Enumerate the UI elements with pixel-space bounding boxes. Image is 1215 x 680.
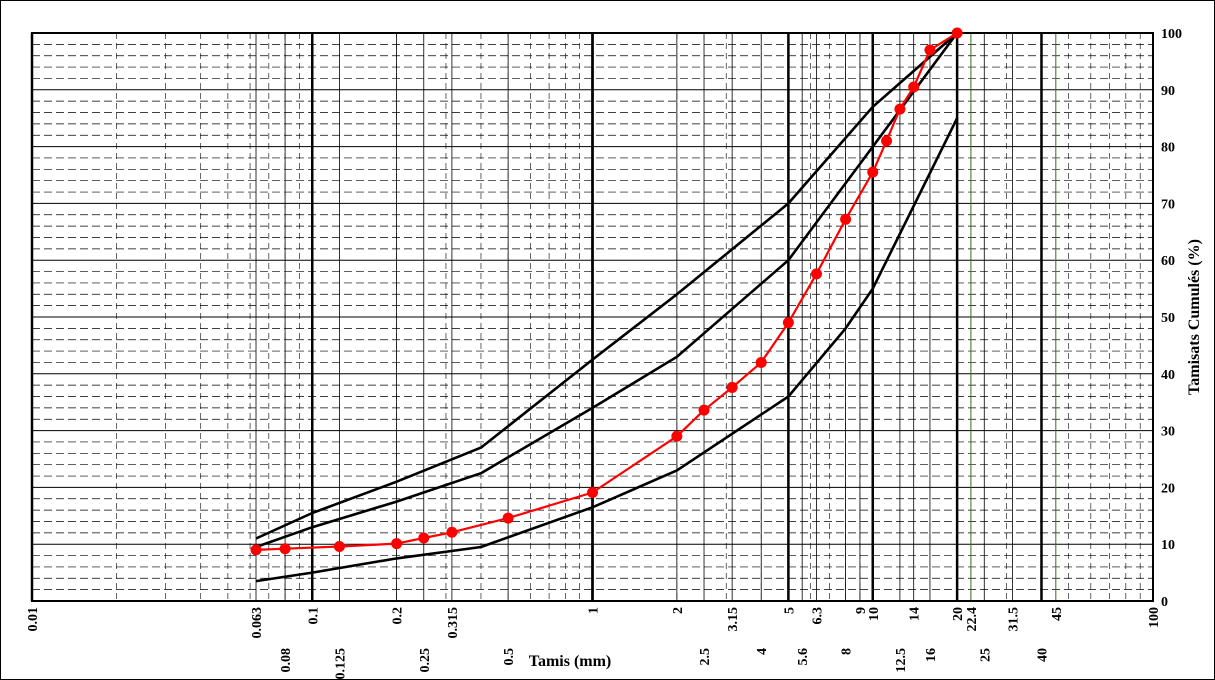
- x-tick-label: 1: [587, 607, 602, 614]
- series-4-point: [671, 430, 683, 442]
- series-4-point: [840, 213, 852, 225]
- series-4-point: [698, 404, 710, 416]
- x-tick-label: 20: [951, 607, 966, 621]
- series-2-line: [255, 32, 959, 549]
- y-axis-title: Tamisats Cumulés (%): [1186, 239, 1203, 395]
- y-tick-label: 100: [1161, 27, 1182, 42]
- series-4-point: [587, 487, 598, 499]
- x-tick-label: 5.6: [796, 648, 811, 666]
- series-1-line: [255, 32, 958, 540]
- x-tick-label: 0.25: [418, 648, 433, 673]
- x-tick-label: 5: [782, 607, 797, 614]
- x-tick-label: 2: [671, 607, 686, 614]
- x-tick-label: 12.5: [894, 648, 909, 673]
- series-4-point: [951, 27, 963, 39]
- y-tick-label: 0: [1161, 595, 1168, 610]
- series-4-point: [726, 381, 738, 393]
- y-tick-label: 10: [1161, 538, 1175, 553]
- x-tick-label: 0.08: [279, 648, 294, 673]
- y-tick-label: 70: [1161, 197, 1175, 212]
- series-4-point: [250, 544, 262, 556]
- x-tick-label: 0.063: [250, 607, 265, 639]
- plot-area: [31, 32, 1154, 602]
- y-tick-label: 40: [1161, 368, 1175, 383]
- series-4-point: [908, 81, 920, 93]
- y-tick-label: 20: [1161, 481, 1175, 496]
- x-tick-label: 2.5: [698, 648, 713, 666]
- x-tick-label: 40: [1036, 648, 1051, 662]
- series-layer: [250, 27, 963, 583]
- x-tick-label: 16: [924, 648, 939, 662]
- x-tick-label: 45: [1050, 607, 1065, 621]
- x-tick-label: 4: [755, 648, 770, 655]
- y-tick-labels: 0 10 20 30 40 50 60 70 80 90 100: [1161, 27, 1182, 610]
- series-4-point: [502, 512, 514, 524]
- x-tick-label: 9: [854, 607, 869, 614]
- x-tick-label: 10: [867, 607, 882, 621]
- x-tick-label: 3.15: [726, 607, 741, 632]
- x-tick-label: 22.4: [965, 607, 980, 632]
- x-tick-label: 0.5: [502, 648, 517, 666]
- minor-grid: [32, 33, 1153, 601]
- y-tick-label: 80: [1161, 141, 1175, 156]
- series-4-point: [755, 356, 767, 368]
- series-4-point: [867, 166, 879, 178]
- series-4-point: [391, 538, 403, 550]
- x-tick-label: 8: [840, 648, 855, 655]
- series-4-point: [782, 317, 794, 329]
- series-3-line: [255, 117, 959, 583]
- x-tick-label: 25: [978, 648, 993, 662]
- x-tick-label: 0.2: [391, 607, 406, 625]
- y-tick-label: 60: [1161, 254, 1175, 269]
- y-tick-label: 30: [1161, 425, 1175, 440]
- series-4-point: [924, 44, 936, 56]
- x-tick-label: 6.3: [811, 607, 826, 625]
- series-4-point: [333, 540, 345, 552]
- x-axis-title: Tamis (mm): [529, 653, 612, 670]
- x-tick-label: 100: [1147, 607, 1162, 628]
- x-tick-label: 0.01: [26, 607, 41, 632]
- x-tick-label: 14: [908, 607, 923, 621]
- series-4-point: [279, 543, 291, 555]
- series-4-point: [418, 532, 430, 544]
- x-tick-label: 0.315: [446, 607, 461, 639]
- x-tick-label: 0.125: [333, 648, 348, 680]
- series-4-point: [881, 135, 893, 147]
- series-4-point: [894, 103, 906, 115]
- series-4-point: [446, 526, 458, 538]
- y-tick-label: 90: [1161, 84, 1175, 99]
- x-tick-label: 0.1: [306, 607, 321, 625]
- x-tick-label: 31.5: [1006, 607, 1021, 632]
- series-4-point: [811, 268, 823, 280]
- y-tick-label: 50: [1161, 311, 1175, 326]
